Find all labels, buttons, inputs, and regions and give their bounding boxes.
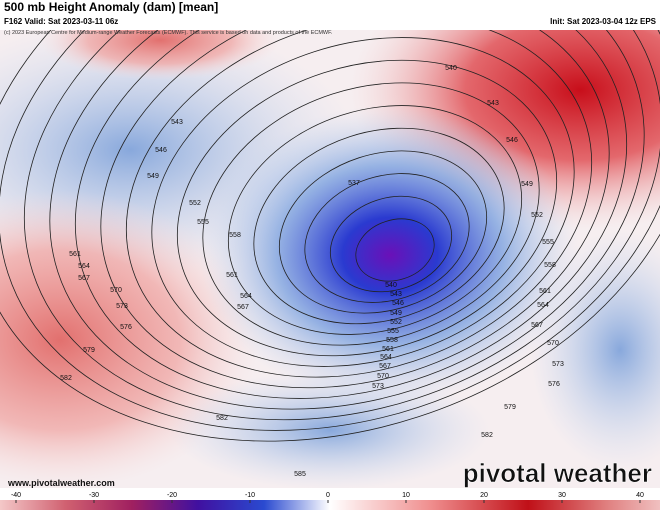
contour-line [125, 30, 593, 378]
contour-line [151, 37, 575, 367]
colorbar-ticks: -40 -30 -20 -10 0 10 20 30 40 [11, 492, 644, 503]
contour-label: 546 [155, 147, 167, 154]
contour-label: 561 [539, 288, 551, 295]
contour-label: 549 [390, 310, 402, 317]
contour-label: 579 [83, 347, 95, 354]
contour-line [227, 105, 523, 335]
contour-line [304, 173, 470, 303]
contour-label: 582 [60, 375, 72, 382]
contour-label: 561 [226, 272, 238, 279]
contour-label: 582 [481, 432, 493, 439]
contour-label: 567 [379, 363, 391, 370]
valid-time: F162 Valid: Sat 2023-03-11 06z [4, 17, 118, 26]
colorbar-tick-label: -40 [11, 492, 21, 499]
contour-label: 561 [69, 251, 81, 258]
contour-label: 555 [197, 219, 209, 226]
contour-label: 573 [116, 303, 128, 310]
contour-label: 567 [78, 275, 90, 282]
contour-line [278, 150, 488, 314]
contour-label: 558 [386, 337, 398, 344]
colorbar-tick-label: 40 [636, 492, 644, 499]
contour-label: 543 [390, 291, 402, 298]
colorbar-tick-label: -30 [89, 492, 99, 499]
colorbar-tick-label: 20 [480, 492, 488, 499]
contour-label: 567 [531, 322, 543, 329]
title: 500 mb Height Anomaly (dam) [mean] [4, 0, 218, 14]
contour-label: 549 [521, 181, 533, 188]
contour-label: 564 [380, 354, 392, 361]
contour-label: 573 [552, 361, 564, 368]
contour-line [100, 30, 610, 389]
contour-label: 540 [385, 282, 397, 289]
contour-label: 579 [504, 404, 516, 411]
contour-label: 570 [110, 287, 122, 294]
contour-label: 543 [487, 100, 499, 107]
contour-label: 558 [229, 232, 241, 239]
contour-label: 585 [294, 471, 306, 478]
contour-label: 552 [531, 212, 543, 219]
contour-label: 564 [537, 302, 549, 309]
contour-label: 576 [120, 324, 132, 331]
contour-label: 564 [78, 263, 90, 270]
contour-label: 552 [390, 319, 402, 326]
contour-label: 555 [542, 239, 554, 246]
contour-line [49, 30, 645, 410]
contour-label: 573 [372, 383, 384, 390]
contour-line [329, 195, 453, 293]
brand: pivotal weather [463, 458, 652, 488]
contour-label: 561 [382, 346, 394, 353]
contour-label: 567 [237, 304, 249, 311]
contour-label: 543 [171, 119, 183, 126]
init-time: Init: Sat 2023-03-04 12z EPS [550, 17, 656, 26]
contour-line [176, 59, 558, 357]
contour-label: 549 [147, 173, 159, 180]
contour-label: 540 [445, 65, 457, 72]
colorbar [0, 500, 660, 510]
contour-labels: 5405435465495525555375585615615645675705… [60, 65, 564, 478]
contour-label: 582 [216, 415, 228, 422]
contour-line [355, 218, 435, 282]
colorbar-tick-label: -20 [167, 492, 177, 499]
contour-line [23, 30, 660, 421]
contour-label: 537 [348, 180, 360, 187]
contour-label: 570 [547, 340, 559, 347]
colorbar-tick-label: 30 [558, 492, 566, 499]
contour-label: 570 [377, 373, 389, 380]
colorbar-tick-label: 10 [402, 492, 410, 499]
contour-label: 576 [548, 381, 560, 388]
contour-line [202, 82, 540, 346]
contour-label: 546 [392, 300, 404, 307]
contour-label: 546 [506, 137, 518, 144]
contour-line [253, 127, 505, 325]
url: www.pivotalweather.com [7, 478, 115, 488]
contour-label: 558 [544, 262, 556, 269]
copyright: (c) 2023 European Centre for Medium-rang… [4, 30, 333, 36]
contour-label: 555 [387, 328, 399, 335]
contour-label: 564 [240, 293, 252, 300]
colorbar-tick-label: -10 [245, 492, 255, 499]
colorbar-tick-label: 0 [326, 492, 330, 499]
contour-label: 552 [189, 200, 201, 207]
contour-line [74, 30, 628, 399]
